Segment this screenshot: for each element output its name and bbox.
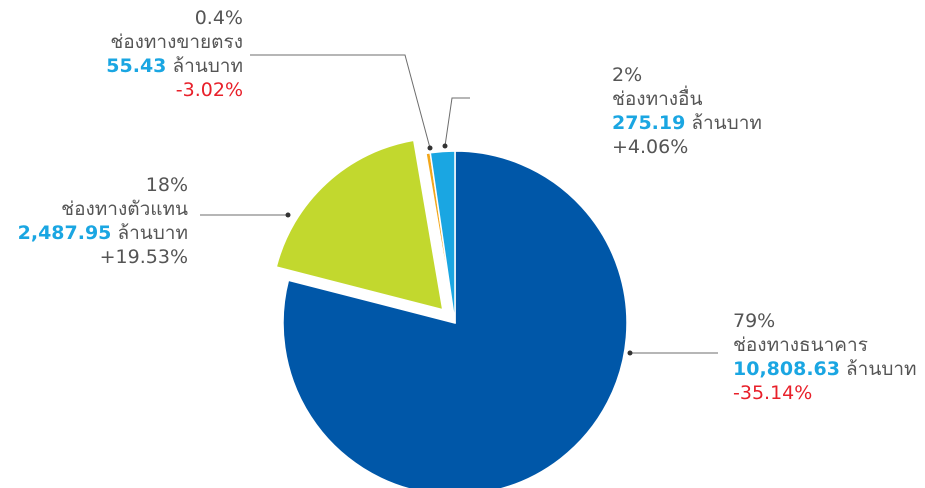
leader-direct-line <box>250 54 431 149</box>
label-direct-channel: 0.4% ช่องทางขายตรง 55.43 ล้านบาท -3.02% <box>106 6 243 102</box>
agent-amount: 2,487.95 <box>17 222 112 244</box>
bank-amount-line: 10,808.63 ล้านบาท <box>733 357 917 381</box>
direct-change: -3.02% <box>175 79 243 101</box>
bank-change: -35.14% <box>733 382 813 404</box>
other-change: +4.06% <box>612 136 689 158</box>
direct-unit: ล้านบาท <box>172 55 243 77</box>
label-bank-channel: 79% ช่องทางธนาคาร 10,808.63 ล้านบาท -35.… <box>733 309 917 405</box>
direct-amount: 55.43 <box>106 55 167 77</box>
label-other-channel: 2% ช่องทางอื่น 275.19 ล้านบาท +4.06% <box>612 63 762 159</box>
agent-amount-line: 2,487.95 ล้านบาท <box>18 221 188 245</box>
label-agent-channel: 18% ช่องทางตัวแทน 2,487.95 ล้านบาท +19.5… <box>18 173 188 269</box>
direct-percent: 0.4% <box>194 7 243 29</box>
agent-unit: ล้านบาท <box>117 222 188 244</box>
bank-unit: ล้านบาท <box>846 358 917 380</box>
agent-change: +19.53% <box>99 246 188 268</box>
other-amount: 275.19 <box>612 112 686 134</box>
leader-direct-dot <box>427 145 433 151</box>
leader-agent-dot <box>285 212 291 218</box>
leader-other-line <box>444 97 470 147</box>
agent-name: ช่องทางตัวแทน <box>61 198 188 220</box>
agent-percent: 18% <box>145 174 188 196</box>
direct-amount-line: 55.43 ล้านบาท <box>106 54 243 78</box>
other-percent: 2% <box>612 64 643 86</box>
bank-amount: 10,808.63 <box>733 358 840 380</box>
other-name: ช่องทางอื่น <box>612 88 703 110</box>
pie-slice-agent <box>275 139 444 311</box>
pie-slices <box>275 139 628 488</box>
pie-slice-other <box>429 150 456 324</box>
direct-name: ช่องทางขายตรง <box>110 31 243 53</box>
leader-lines <box>200 54 718 356</box>
leader-bank-dot <box>627 350 633 356</box>
bank-percent: 79% <box>733 310 776 332</box>
other-amount-line: 275.19 ล้านบาท <box>612 111 762 135</box>
bank-name: ช่องทางธนาคาร <box>733 334 868 356</box>
leader-other-dot <box>442 143 448 149</box>
other-unit: ล้านบาท <box>691 112 762 134</box>
